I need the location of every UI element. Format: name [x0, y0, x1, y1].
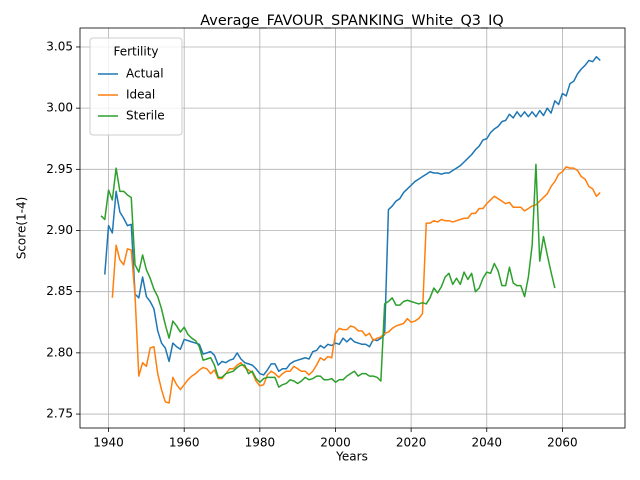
y-tick-label: 2.75 — [46, 407, 73, 421]
x-tick-label: 2020 — [396, 436, 427, 450]
x-tick-label: 1960 — [169, 436, 200, 450]
x-axis-label: Years — [335, 450, 368, 464]
y-tick-label: 3.00 — [46, 101, 73, 115]
y-tick-label: 2.90 — [46, 223, 73, 237]
chart-title: Average_FAVOUR_SPANKING_White_Q3_IQ — [200, 13, 503, 29]
y-tick-label: 2.80 — [46, 345, 73, 359]
y-tick-label: 2.85 — [46, 284, 73, 298]
y-tick-label: 2.95 — [46, 162, 73, 176]
y-axis-label: Score(1-4) — [15, 197, 29, 260]
legend-label: Ideal — [126, 88, 155, 102]
x-tick-label: 1940 — [93, 436, 124, 450]
x-tick-label: 1980 — [245, 436, 276, 450]
y-tick-label: 3.05 — [46, 39, 73, 53]
legend-box — [89, 37, 183, 136]
legend-title: Fertility — [113, 45, 158, 59]
x-tick-label: 2060 — [547, 436, 578, 450]
x-tick-label: 2040 — [471, 436, 502, 450]
legend-label: Sterile — [126, 109, 165, 123]
axes-frame — [79, 27, 626, 429]
line — [111, 166, 601, 404]
legend-label: Actual — [126, 67, 164, 81]
line — [100, 163, 556, 388]
line — [104, 56, 601, 376]
legend: Fertility Actual Ideal Sterile — [89, 37, 183, 136]
x-tick-label: 2000 — [320, 436, 351, 450]
